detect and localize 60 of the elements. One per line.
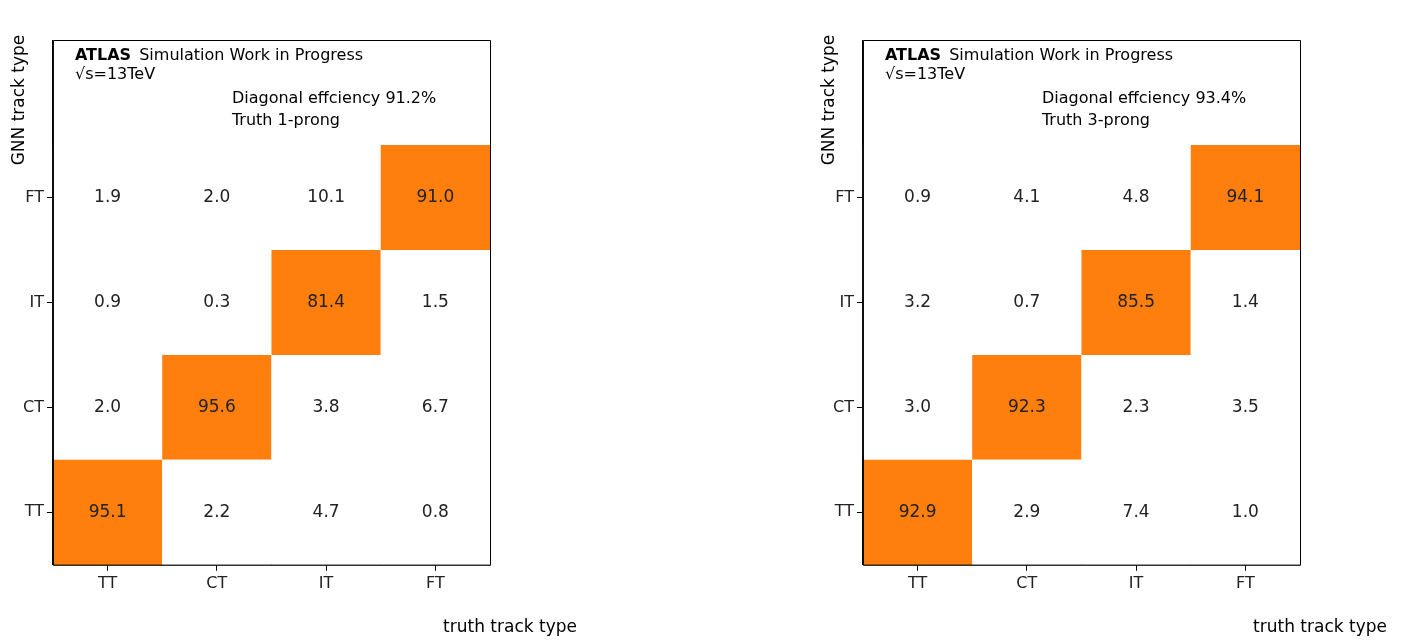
data-label: 7.4 [1122, 500, 1150, 521]
text: Diagonal effciency 93.4% [1041, 88, 1247, 107]
data-label: 1.9 [94, 185, 122, 206]
data-label: 4.7 [312, 500, 340, 521]
data-label: 2.0 [94, 395, 122, 416]
data-label: 3.8 [312, 395, 340, 416]
x-tick-label: TT [906, 572, 928, 592]
data-label: 0.3 [203, 290, 231, 311]
x-tick-label: IT [318, 572, 334, 592]
data-label: 6.7 [421, 395, 449, 416]
text: Truth 3-prong [1040, 110, 1151, 129]
text: √s=13TeV [884, 64, 966, 83]
data-label: 85.5 [1117, 290, 1156, 311]
data-label: 92.9 [898, 500, 937, 521]
data-label: 1.0 [1231, 500, 1259, 521]
x-tick-label: CT [206, 572, 228, 592]
y-axis-title: GNN track type [818, 34, 838, 166]
text: ATLAS Simulation Work in Progress [74, 45, 364, 64]
data-label: 2.2 [203, 500, 231, 521]
data-label: 2.9 [1013, 500, 1041, 521]
data-label: 4.8 [1122, 185, 1150, 206]
y-tick-label: IT [29, 291, 45, 311]
text: √s=13TeV [74, 64, 156, 83]
y-tick-label: IT [839, 291, 855, 311]
x-tick-label: TT [96, 572, 118, 592]
data-label: 2.3 [1122, 395, 1150, 416]
data-label: 81.4 [307, 290, 346, 311]
data-label: 95.1 [88, 500, 127, 521]
data-label: 1.5 [421, 290, 449, 311]
text: ATLAS Simulation Work in Progress [884, 45, 1174, 64]
data-label: 0.9 [94, 290, 122, 311]
data-label: 3.0 [904, 395, 932, 416]
data-label: 4.1 [1013, 185, 1041, 206]
data-label: 91.0 [416, 185, 455, 206]
data-label: 1.4 [1231, 290, 1259, 311]
x-tick-label: IT [1128, 572, 1144, 592]
data-label: 0.7 [1013, 290, 1041, 311]
y-tick-label: TT [23, 501, 45, 521]
x-tick-label: CT [1016, 572, 1038, 592]
data-label: 94.1 [1226, 185, 1265, 206]
x-tick-label: FT [1236, 572, 1255, 592]
y-tick-label: TT [833, 501, 855, 521]
y-tick-label: CT [832, 396, 855, 416]
data-label: 3.5 [1231, 395, 1259, 416]
text: Diagonal effciency 91.2% [231, 88, 437, 107]
data-label: 10.1 [307, 185, 346, 206]
data-label: 2.0 [203, 185, 231, 206]
data-label: 0.9 [904, 185, 932, 206]
y-tick-label: FT [835, 186, 855, 206]
x-axis-title: truth track type [443, 616, 577, 636]
y-tick-label: CT [22, 396, 45, 416]
x-tick-label: FT [426, 572, 445, 592]
y-axis-title: GNN track type [8, 34, 28, 166]
y-tick-label: FT [25, 186, 45, 206]
data-label: 95.6 [197, 395, 236, 416]
x-axis-title: truth track type [1253, 616, 1387, 636]
data-label: 3.2 [904, 290, 932, 311]
text: Truth 1-prong [230, 110, 341, 129]
data-label: 92.3 [1007, 395, 1046, 416]
data-label: 0.8 [421, 500, 449, 521]
